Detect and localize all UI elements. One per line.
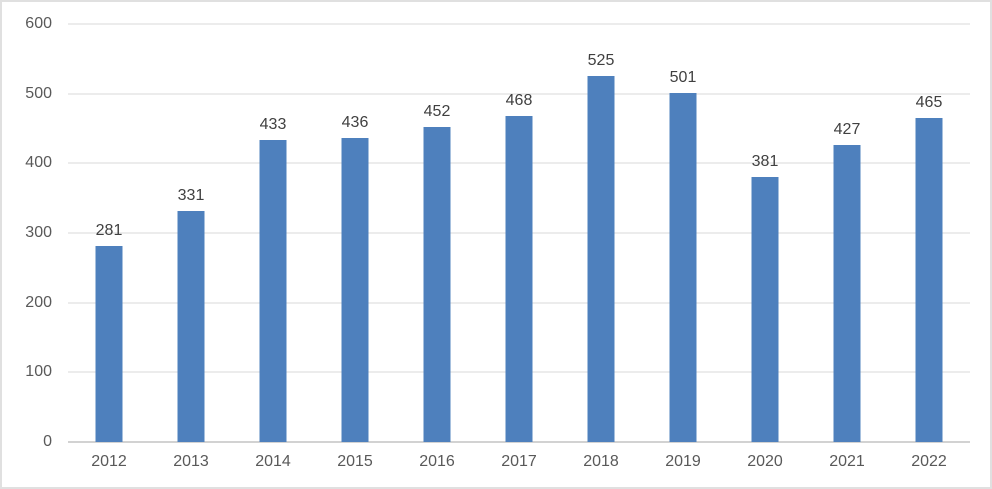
value-label-2013: 331 (177, 187, 205, 205)
x-axis-label-2017: 2017 (501, 453, 537, 470)
bar-2015 (341, 138, 369, 442)
bar-2018 (587, 76, 615, 442)
y-axis-tick-label: 400 (25, 154, 52, 172)
y-axis-tick-label: 500 (25, 84, 52, 102)
bar-2021 (833, 144, 861, 442)
x-axis-label-2019: 2019 (665, 453, 701, 470)
bar-slot-2019: 501 (642, 24, 724, 442)
x-axis-label-2018: 2018 (583, 453, 619, 470)
value-label-2021: 427 (833, 120, 861, 138)
y-axis-tick-label: 100 (25, 363, 52, 381)
plot-area: 0 100 200 300 400 500 600 281 331 433 436 452 468 525… (25, 16, 970, 450)
bar-2017 (505, 115, 533, 442)
x-axis-label-2014: 2014 (255, 453, 291, 470)
y-axis-tick-label: 600 (25, 15, 52, 32)
gridline-0 (68, 441, 970, 443)
bar-2014 (259, 140, 287, 442)
x-axis: 2012 2013 2014 2015 2016 2017 2018 2019 2020 2021… (68, 454, 970, 470)
bar-2020 (751, 176, 779, 442)
x-axis-label-2012: 2012 (91, 453, 127, 470)
value-label-2014: 433 (259, 116, 287, 134)
bar-slot-2022: 465 (888, 24, 970, 442)
x-axis-label-2021: 2021 (829, 453, 865, 470)
y-axis-tick-label: 300 (25, 224, 52, 241)
bar-2019 (669, 92, 697, 442)
bar-slot-2017: 468 (478, 24, 560, 442)
bar-2016 (423, 127, 451, 442)
bars-container: 281 331 433 436 452 468 525 501 381 427 465 (68, 24, 970, 442)
gridline-500 (68, 93, 970, 95)
bar-slot-2021: 427 (806, 24, 888, 442)
value-label-2020: 381 (751, 152, 779, 170)
y-axis-tick-label: 200 (25, 293, 52, 311)
x-axis-label-2020: 2020 (747, 453, 783, 470)
value-label-2019: 501 (669, 68, 697, 86)
bar-slot-2016: 452 (396, 24, 478, 442)
value-label-2016: 452 (423, 103, 451, 121)
x-axis-label-2022: 2022 (911, 453, 947, 470)
bar-slot-2020: 381 (724, 24, 806, 442)
value-label-2018: 525 (587, 52, 615, 70)
bar-2013 (177, 211, 205, 442)
bar-slot-2014: 433 (232, 24, 314, 442)
x-axis-label-2016: 2016 (419, 453, 455, 470)
x-axis-label-2015: 2015 (337, 453, 373, 470)
bar-slot-2013: 331 (150, 24, 232, 442)
bar-slot-2012: 281 (68, 24, 150, 442)
bar-slot-2015: 436 (314, 24, 396, 442)
value-label-2012: 281 (95, 222, 123, 240)
x-axis-label-2013: 2013 (173, 453, 209, 470)
value-label-2017: 468 (505, 91, 533, 109)
bar-2012 (95, 246, 123, 442)
value-label-2022: 465 (915, 94, 943, 112)
bar-2022 (915, 118, 943, 442)
gridline-600 (68, 23, 970, 25)
value-label-2015: 436 (341, 114, 369, 132)
y-axis-tick-label: 0 (43, 433, 52, 450)
bar-slot-2018: 525 (560, 24, 642, 442)
